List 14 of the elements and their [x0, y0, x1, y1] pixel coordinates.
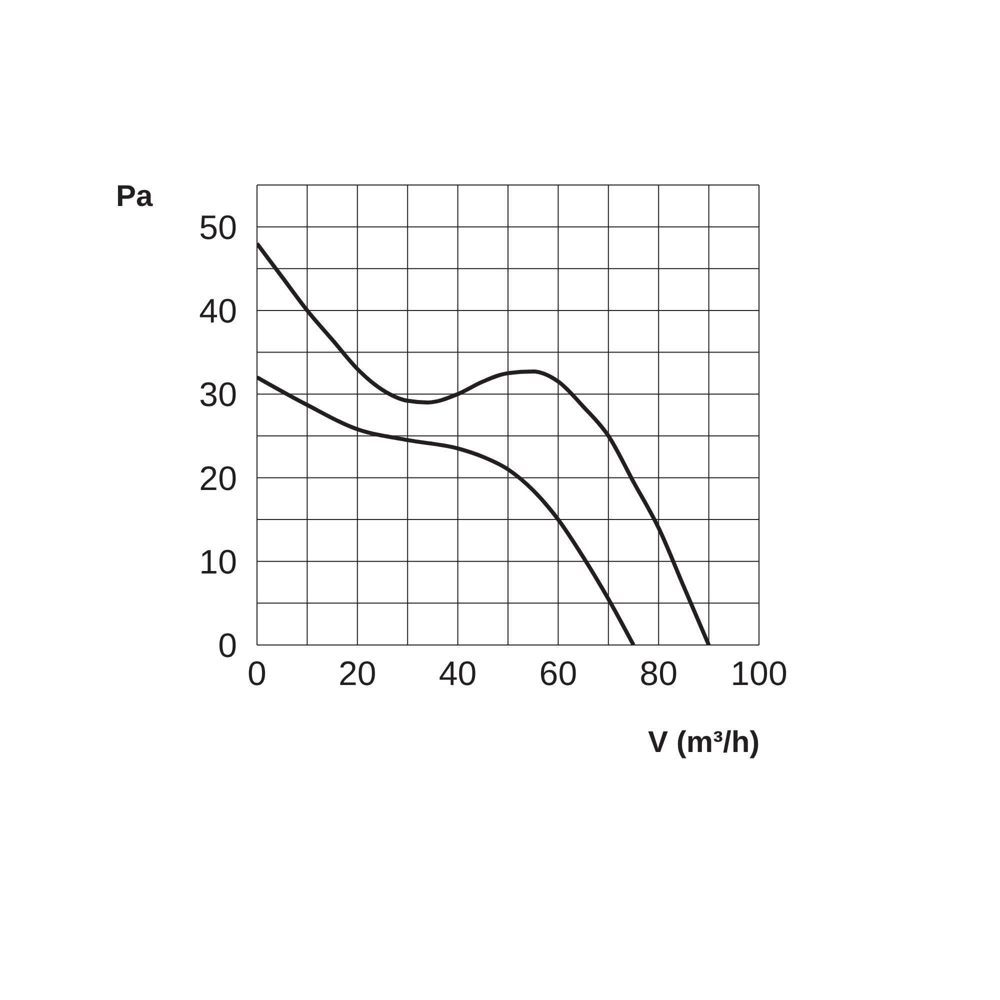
y-tick-label: 0	[218, 627, 237, 666]
y-tick-label: 40	[199, 292, 237, 331]
x-tick-label: 20	[338, 655, 376, 694]
x-tick-label: 60	[539, 655, 578, 694]
x-tick-label: 0	[248, 655, 266, 694]
x-tick-label: 100	[730, 655, 788, 694]
x-axis-title: V (m³/h)	[648, 726, 760, 760]
y-tick-label: 20	[199, 460, 237, 498]
y-tick-label: 50	[199, 208, 237, 247]
x-tick-label: 40	[438, 655, 477, 694]
y-tick-label: 30	[199, 376, 237, 414]
y-axis-title: Pa	[116, 180, 153, 214]
x-tick-label: 80	[640, 655, 678, 694]
y-tick-label: 10	[199, 543, 237, 582]
